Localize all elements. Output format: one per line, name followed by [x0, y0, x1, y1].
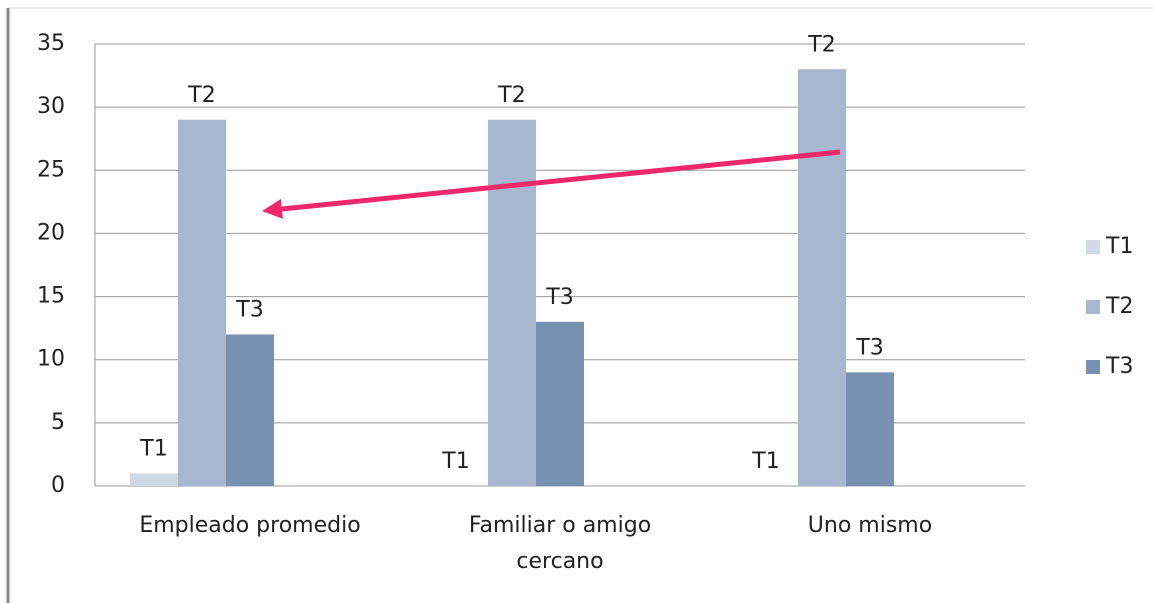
- y-tick-label: 20: [37, 220, 65, 245]
- plot-area: 0 5 10 15 20 25 30 35 T1 T2 T3 T1 T2 T3 T1 T2 T3 T1 T2 T3: [37, 31, 1133, 498]
- data-label: T3: [855, 335, 883, 360]
- bar: [226, 334, 274, 486]
- legend-swatch: [1086, 300, 1100, 314]
- y-tick-label: 0: [51, 473, 65, 498]
- bar: [488, 119, 536, 487]
- x-tick-label: Empleado promedio: [139, 513, 361, 538]
- y-tick-label: 15: [37, 284, 65, 309]
- legend-swatch: [1086, 360, 1100, 374]
- data-label: T2: [497, 83, 525, 108]
- legend-label: T3: [1105, 354, 1133, 379]
- data-label: T1: [751, 449, 779, 474]
- x-tick-label: Familiar o amigo cercano: [468, 513, 652, 574]
- bar: [130, 473, 178, 486]
- legend-label: T1: [1105, 234, 1133, 259]
- y-tick-label: 25: [37, 157, 65, 182]
- bar: [536, 321, 584, 486]
- data-label: T1: [441, 449, 469, 474]
- y-tick-label: 5: [51, 410, 65, 435]
- x-tick-label: Uno mismo: [807, 513, 933, 538]
- data-label: T3: [545, 285, 573, 310]
- data-label: T2: [187, 83, 215, 108]
- legend-swatch: [1086, 240, 1100, 254]
- legend-label: T2: [1105, 294, 1133, 319]
- data-label: T3: [235, 297, 263, 322]
- bar: [798, 69, 846, 486]
- y-tick-label: 10: [37, 347, 65, 372]
- data-label: T2: [807, 32, 835, 57]
- y-tick-label: 30: [37, 94, 65, 119]
- annotation-arrow: [262, 149, 841, 219]
- bar: [178, 119, 226, 487]
- data-label: T1: [139, 436, 167, 461]
- bar: [846, 372, 894, 486]
- y-tick-label: 35: [37, 31, 65, 56]
